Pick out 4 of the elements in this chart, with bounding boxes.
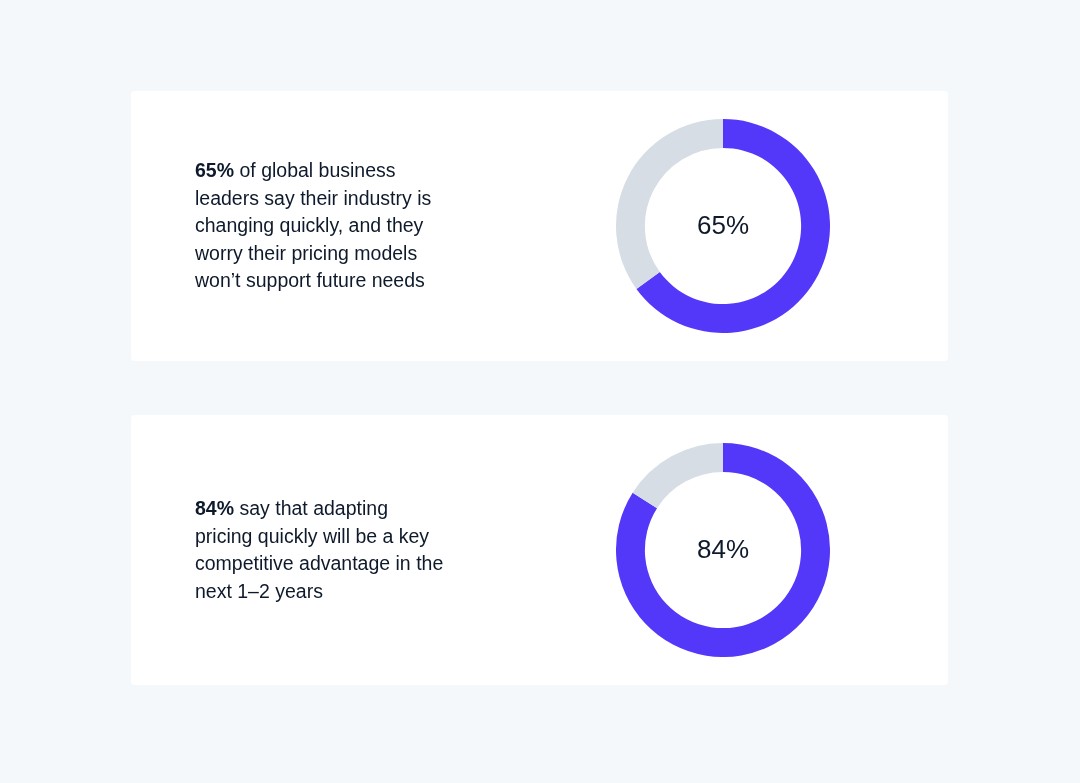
data-label: 84% — [696, 534, 750, 565]
text: 65% of global business leaders say their industry is changing quickly, and they worry their pricing models won’t support future needs — [195, 158, 433, 294]
text: 84% say that adapting pricing quickly will be a key competitive advantage in the next 1–2 years — [195, 496, 445, 604]
data-label: 65% — [696, 210, 750, 241]
